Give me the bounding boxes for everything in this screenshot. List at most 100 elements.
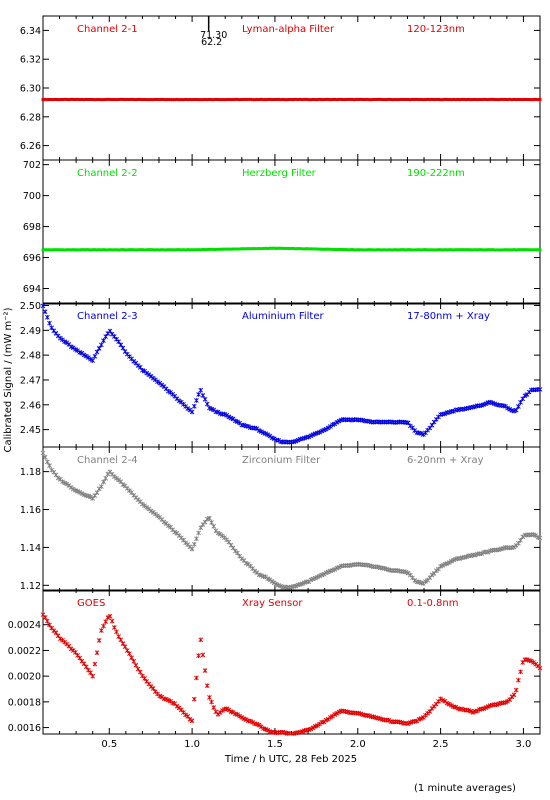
data-point <box>503 97 507 101</box>
data-point <box>315 247 319 251</box>
y-tick-label: 2.47 <box>20 375 41 386</box>
data-point <box>158 248 162 252</box>
data-point <box>507 406 513 412</box>
data-point <box>261 247 265 251</box>
data-point <box>523 97 527 101</box>
data-point <box>95 98 99 102</box>
data-point <box>204 683 210 688</box>
data-point <box>101 338 106 343</box>
data-point <box>507 697 513 702</box>
data-point <box>413 97 417 101</box>
data-point <box>56 98 60 102</box>
data-point <box>233 97 237 101</box>
data-point <box>111 625 117 630</box>
data-point <box>134 248 138 252</box>
data-point <box>198 637 204 643</box>
data-point <box>332 712 338 717</box>
data-point <box>123 98 127 102</box>
data-point <box>428 248 432 252</box>
data-point <box>211 524 217 529</box>
channel-label: Channel 2-3 <box>77 311 138 322</box>
data-point <box>104 248 108 252</box>
data-point <box>376 97 380 101</box>
data-point <box>192 248 196 252</box>
data-point <box>220 247 224 251</box>
data-point <box>40 450 46 456</box>
data-point <box>203 248 207 252</box>
data-point <box>86 248 90 252</box>
data-point <box>318 97 322 101</box>
data-point <box>47 463 52 468</box>
data-point <box>94 349 100 355</box>
data-point <box>445 97 449 101</box>
data-point <box>510 248 514 252</box>
data-point <box>257 98 261 102</box>
data-point <box>376 248 380 252</box>
data-point <box>120 641 126 646</box>
data-point <box>52 98 56 102</box>
data-point <box>223 247 227 251</box>
data-point <box>52 248 56 252</box>
data-point <box>160 248 164 252</box>
data-point <box>89 97 93 101</box>
data-point <box>118 637 124 643</box>
data-point <box>199 98 203 102</box>
data-point <box>516 248 520 252</box>
data-point <box>462 97 466 101</box>
data-point <box>251 247 255 251</box>
data-point <box>404 98 408 102</box>
data-point <box>222 411 227 417</box>
x-tick-label: 1.0 <box>184 739 200 750</box>
data-point <box>363 248 367 252</box>
data-point <box>309 247 313 251</box>
data-point <box>130 97 134 101</box>
data-point <box>231 98 235 102</box>
data-point <box>225 247 229 251</box>
data-point <box>166 248 170 252</box>
data-point <box>428 98 432 102</box>
data-point <box>264 98 268 102</box>
data-point <box>92 493 98 498</box>
data-point <box>90 358 96 363</box>
data-point <box>194 98 198 102</box>
data-point <box>47 248 51 252</box>
data-point <box>534 97 538 101</box>
data-point <box>449 98 453 102</box>
data-point <box>306 434 312 440</box>
y-tick-label: 0.0018 <box>8 697 41 708</box>
data-point <box>359 248 363 252</box>
data-point <box>99 248 103 252</box>
data-point <box>83 664 89 670</box>
data-point <box>400 248 404 252</box>
data-point <box>200 652 206 658</box>
data-point <box>479 551 484 556</box>
data-point <box>173 248 177 252</box>
data-point <box>94 650 100 656</box>
data-point <box>224 706 229 712</box>
data-point <box>337 97 341 101</box>
y-tick-label: 6.34 <box>20 26 41 37</box>
data-point <box>216 98 220 102</box>
data-point <box>495 98 499 102</box>
data-point <box>497 98 501 102</box>
data-point <box>354 97 358 101</box>
data-point <box>143 248 147 252</box>
data-point <box>125 97 129 101</box>
data-point <box>168 98 172 102</box>
data-point <box>88 670 93 675</box>
data-point <box>516 541 521 546</box>
data-point <box>250 720 255 725</box>
data-point <box>532 248 536 252</box>
data-point <box>63 97 67 101</box>
data-point <box>287 246 291 250</box>
data-point <box>411 248 415 252</box>
data-point <box>103 476 108 481</box>
data-point <box>418 431 424 436</box>
data-point <box>127 97 131 101</box>
data-point <box>92 353 98 359</box>
data-point <box>537 535 543 541</box>
data-point <box>194 536 199 541</box>
data-point <box>523 248 527 252</box>
data-point <box>430 248 434 252</box>
data-point <box>369 248 373 252</box>
